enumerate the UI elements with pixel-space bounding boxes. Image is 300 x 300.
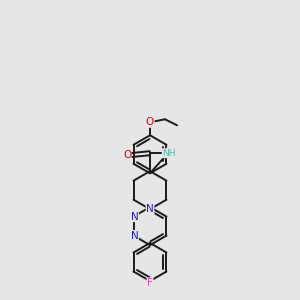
Text: N: N xyxy=(146,204,154,214)
Text: F: F xyxy=(147,278,153,288)
Text: O: O xyxy=(123,150,131,160)
Text: N: N xyxy=(131,231,138,241)
Text: O: O xyxy=(146,117,154,127)
Text: N: N xyxy=(131,212,138,222)
Text: NH: NH xyxy=(162,149,176,158)
